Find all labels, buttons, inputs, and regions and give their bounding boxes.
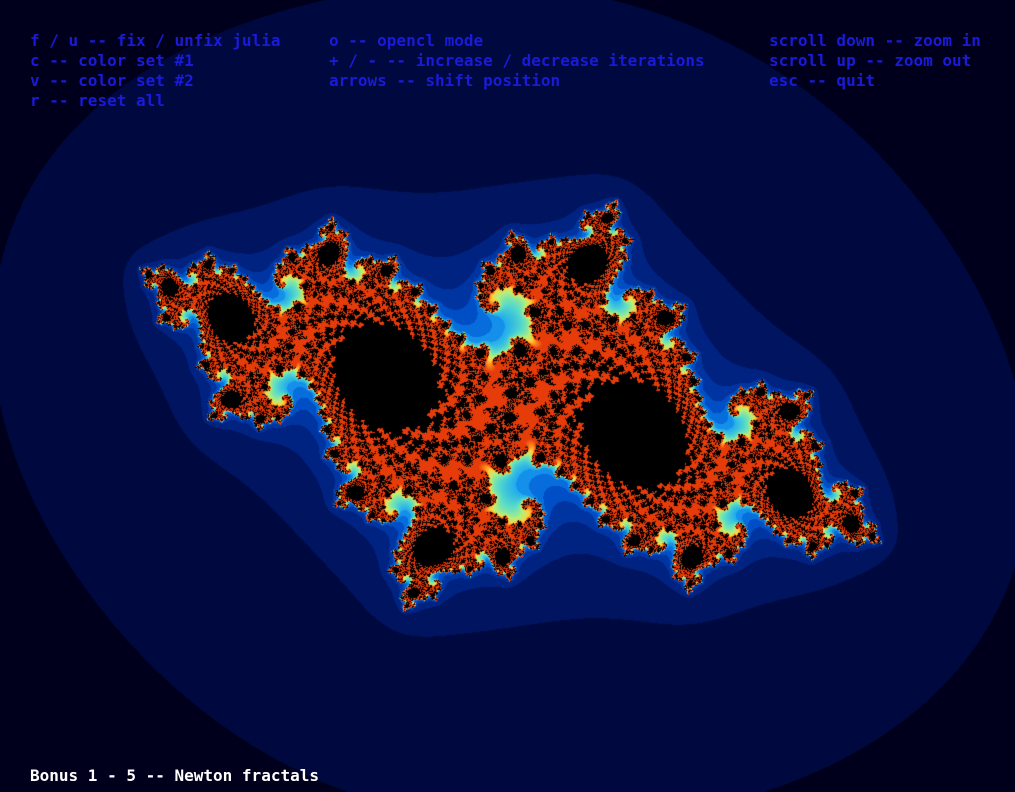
hint-shift-position: arrows -- shift position (329, 71, 561, 90)
hint-column-right: scroll down -- zoom in scroll up -- zoom… (769, 31, 981, 91)
hint-zoom-out: scroll up -- zoom out (769, 51, 972, 70)
hint-column-middle: o -- opencl mode + / - -- increase / dec… (329, 31, 705, 91)
hint-color-set-1: c -- color set #1 (30, 51, 194, 70)
hint-reset-all: r -- reset all (30, 91, 165, 110)
hint-zoom-in: scroll down -- zoom in (769, 31, 981, 50)
hint-iterations: + / - -- increase / decrease iterations (329, 51, 705, 70)
fractal-mode-title: Bonus 1 - 5 -- Newton fractals (30, 766, 319, 785)
hint-opencl-mode: o -- opencl mode (329, 31, 484, 50)
hint-color-set-2: v -- color set #2 (30, 71, 194, 90)
hint-quit: esc -- quit (769, 71, 875, 90)
hint-fix-julia: f / u -- fix / unfix julia (30, 31, 281, 50)
hint-column-left: f / u -- fix / unfix julia c -- color se… (30, 31, 280, 111)
